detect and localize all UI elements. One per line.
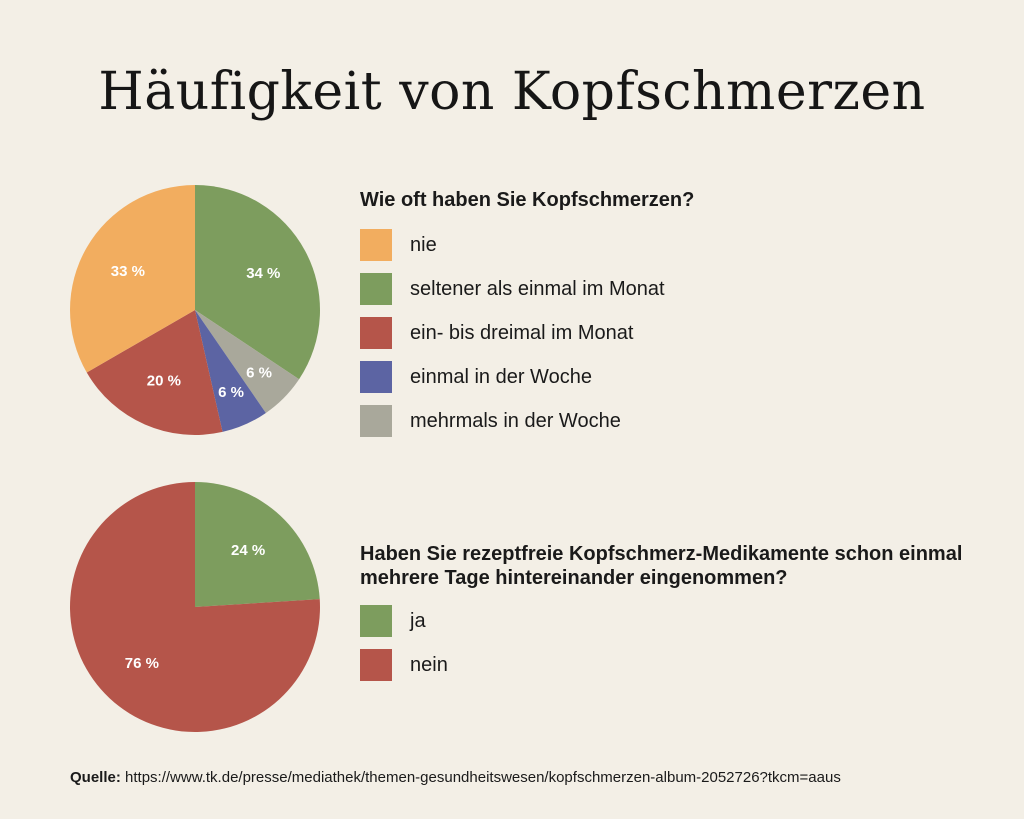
pie-label-mehrmals-in-der-woche: 6 % bbox=[246, 365, 272, 382]
legend-label: nie bbox=[410, 233, 437, 256]
pie-slice-ja bbox=[195, 482, 320, 607]
source-label: Quelle: bbox=[70, 769, 121, 786]
legend-medication: ja nein bbox=[360, 599, 448, 687]
page-title: Häufigkeit von Kopfschmerzen bbox=[98, 62, 926, 122]
pie-slice-mehrmals-in-der-woche bbox=[195, 310, 300, 413]
legend-swatch bbox=[360, 605, 392, 637]
pie-label-nein: 76 % bbox=[125, 655, 159, 672]
legend-item-mehrmals-in-der-woche: mehrmals in der Woche bbox=[360, 399, 665, 443]
legend-item-seltener-als-einmal-im-monat: seltener als einmal im Monat bbox=[360, 267, 665, 311]
source-note: Quelle: https://www.tk.de/presse/mediath… bbox=[70, 769, 841, 786]
pie-label-ein-bis-dreimal-im-monat: 20 % bbox=[147, 373, 181, 390]
legend-item-nein: nein bbox=[360, 643, 448, 687]
legend-item-ein-bis-dreimal-im-monat: ein- bis dreimal im Monat bbox=[360, 311, 665, 355]
pie-label-einmal-in-der-woche: 6 % bbox=[218, 384, 244, 401]
legend-swatch bbox=[360, 317, 392, 349]
pie-chart-frequency: 34 % 6 %6 % 20 % 33 % bbox=[70, 185, 320, 436]
legend-label: ein- bis dreimal im Monat bbox=[410, 321, 634, 344]
legend-label: seltener als einmal im Monat bbox=[410, 277, 665, 300]
source-link[interactable]: https://www.tk.de/presse/mediathek/theme… bbox=[125, 769, 841, 786]
legend-swatch bbox=[360, 405, 392, 437]
pie-slice-einmal-in-der-woche bbox=[195, 310, 266, 432]
legend-swatch bbox=[360, 273, 392, 305]
legend-frequency: nie seltener als einmal im Monat ein- bis … bbox=[360, 223, 665, 443]
pie-slice-ein-bis-dreimal-im-monat bbox=[86, 310, 223, 436]
legend-swatch bbox=[360, 361, 392, 393]
pie-slice-seltener-als-einmal-im-monat bbox=[195, 185, 320, 380]
legend-label: mehrmals in der Woche bbox=[410, 409, 621, 432]
legend-label: einmal in der Woche bbox=[410, 365, 592, 388]
legend-label: nein bbox=[410, 653, 448, 676]
pie-slice-nein bbox=[69, 481, 320, 732]
question-medication: Haben Sie rezeptfreie Kopfschmerz-Medika… bbox=[360, 543, 963, 589]
pie-slice-nie bbox=[70, 185, 195, 373]
pie-label-seltener-als-einmal-im-monat: 34 % bbox=[246, 265, 280, 282]
legend-swatch bbox=[360, 229, 392, 261]
legend-item-nie: nie bbox=[360, 223, 665, 267]
legend-label: ja bbox=[410, 609, 426, 632]
pie-label-ja: 24 % bbox=[231, 542, 265, 559]
legend-item-ja: ja bbox=[360, 599, 448, 643]
legend-item-einmal-in-der-woche: einmal in der Woche bbox=[360, 355, 665, 399]
legend-swatch bbox=[360, 649, 392, 681]
pie-chart-medication: 24 % 76 % bbox=[69, 481, 320, 732]
pie-label-nie: 33 % bbox=[111, 263, 145, 280]
question-frequency: Wie oft haben Sie Kopfschmerzen? bbox=[360, 189, 695, 211]
